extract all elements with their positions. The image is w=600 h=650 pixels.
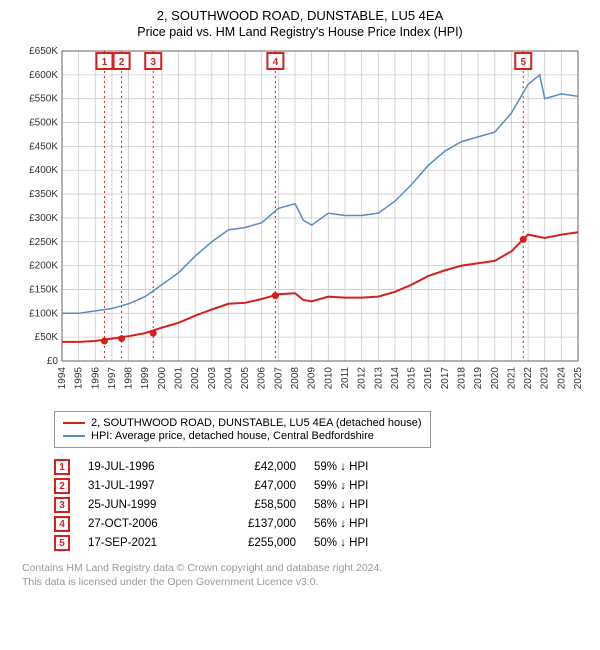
svg-text:£600K: £600K (29, 70, 58, 81)
svg-text:£150K: £150K (29, 284, 58, 295)
svg-text:£400K: £400K (29, 165, 58, 176)
svg-text:2016: 2016 (423, 367, 434, 390)
svg-text:£0: £0 (47, 356, 59, 367)
table-row: 4 27-OCT-2006 £137,000 56% ↓ HPI (54, 516, 584, 532)
tx-date: 31-JUL-1997 (88, 480, 188, 492)
tx-price: £42,000 (206, 461, 296, 473)
svg-text:2015: 2015 (407, 367, 418, 390)
tx-price: £255,000 (206, 537, 296, 549)
svg-text:1999: 1999 (140, 367, 151, 390)
line-chart: £0 £50K £100K £150K £200K £250K £300K £350K £400… (14, 45, 586, 405)
chart-subtitle: Price paid vs. HM Land Registry's House … (14, 25, 586, 39)
tx-pct: 50% ↓ HPI (314, 537, 404, 549)
svg-text:2003: 2003 (207, 367, 218, 390)
svg-text:2018: 2018 (456, 367, 467, 390)
tx-marker: 4 (54, 516, 70, 532)
svg-text:3: 3 (150, 57, 156, 68)
tx-pct: 59% ↓ HPI (314, 480, 404, 492)
svg-text:2012: 2012 (357, 367, 368, 390)
legend-swatch (63, 435, 85, 437)
tx-pct: 56% ↓ HPI (314, 518, 404, 530)
svg-text:5: 5 (520, 57, 526, 68)
svg-text:2010: 2010 (323, 367, 334, 390)
tx-date: 17-SEP-2021 (88, 537, 188, 549)
tx-marker: 2 (54, 478, 70, 494)
svg-text:£500K: £500K (29, 118, 58, 129)
svg-text:£550K: £550K (29, 94, 58, 105)
tx-marker: 5 (54, 535, 70, 551)
svg-text:2005: 2005 (240, 367, 251, 390)
svg-text:2009: 2009 (307, 367, 318, 390)
svg-text:£50K: £50K (35, 332, 59, 343)
svg-text:2024: 2024 (556, 367, 567, 390)
svg-text:2002: 2002 (190, 367, 201, 390)
svg-text:2006: 2006 (257, 367, 268, 390)
legend: 2, SOUTHWOOD ROAD, DUNSTABLE, LU5 4EA (d… (54, 411, 431, 448)
svg-text:1996: 1996 (90, 367, 101, 390)
tx-price: £47,000 (206, 480, 296, 492)
svg-text:£100K: £100K (29, 308, 58, 319)
legend-label: 2, SOUTHWOOD ROAD, DUNSTABLE, LU5 4EA (d… (91, 417, 422, 429)
tx-price: £137,000 (206, 518, 296, 530)
svg-text:2: 2 (119, 57, 125, 68)
tx-price: £58,500 (206, 499, 296, 511)
legend-item: 2, SOUTHWOOD ROAD, DUNSTABLE, LU5 4EA (d… (63, 417, 422, 429)
svg-text:2000: 2000 (157, 367, 168, 390)
svg-text:2022: 2022 (523, 367, 534, 390)
table-row: 2 31-JUL-1997 £47,000 59% ↓ HPI (54, 478, 584, 494)
svg-text:2019: 2019 (473, 367, 484, 390)
legend-label: HPI: Average price, detached house, Cent… (91, 430, 374, 442)
tx-pct: 59% ↓ HPI (314, 461, 404, 473)
svg-text:2023: 2023 (540, 367, 551, 390)
svg-text:2025: 2025 (573, 367, 584, 390)
svg-text:2021: 2021 (506, 367, 517, 390)
tx-marker: 3 (54, 497, 70, 513)
svg-text:1: 1 (102, 57, 108, 68)
footnote-line: Contains HM Land Registry data © Crown c… (22, 562, 586, 576)
transaction-table: 1 19-JUL-1996 £42,000 59% ↓ HPI 2 31-JUL-1997… (54, 456, 584, 554)
table-row: 1 19-JUL-1996 £42,000 59% ↓ HPI (54, 459, 584, 475)
legend-swatch (63, 422, 85, 424)
svg-text:2004: 2004 (223, 367, 234, 390)
svg-text:1998: 1998 (124, 367, 135, 390)
table-row: 3 25-JUN-1999 £58,500 58% ↓ HPI (54, 497, 584, 513)
svg-text:1997: 1997 (107, 367, 118, 390)
svg-text:2011: 2011 (340, 367, 351, 389)
chart-plot: £0 £50K £100K £150K £200K £250K £300K £350K £400… (14, 45, 586, 405)
footnote-line: This data is licensed under the Open Gov… (22, 576, 586, 590)
tx-marker: 1 (54, 459, 70, 475)
chart-title: 2, SOUTHWOOD ROAD, DUNSTABLE, LU5 4EA (14, 8, 586, 23)
svg-text:1995: 1995 (74, 367, 85, 390)
svg-text:£350K: £350K (29, 189, 58, 200)
table-row: 5 17-SEP-2021 £255,000 50% ↓ HPI (54, 535, 584, 551)
svg-text:2001: 2001 (174, 367, 185, 390)
svg-text:£300K: £300K (29, 213, 58, 224)
svg-text:1994: 1994 (57, 367, 68, 390)
svg-text:£450K: £450K (29, 141, 58, 152)
svg-text:2020: 2020 (490, 367, 501, 390)
svg-text:2014: 2014 (390, 367, 401, 390)
chart-container: 2, SOUTHWOOD ROAD, DUNSTABLE, LU5 4EA Pr… (0, 0, 600, 650)
svg-text:4: 4 (273, 57, 279, 68)
legend-item: HPI: Average price, detached house, Cent… (63, 430, 422, 442)
svg-text:2017: 2017 (440, 367, 451, 390)
tx-date: 27-OCT-2006 (88, 518, 188, 530)
tx-pct: 58% ↓ HPI (314, 499, 404, 511)
footnote: Contains HM Land Registry data © Crown c… (22, 562, 586, 589)
svg-text:£200K: £200K (29, 261, 58, 272)
svg-text:£250K: £250K (29, 237, 58, 248)
svg-text:£650K: £650K (29, 46, 58, 57)
tx-date: 19-JUL-1996 (88, 461, 188, 473)
svg-text:2013: 2013 (373, 367, 384, 390)
tx-date: 25-JUN-1999 (88, 499, 188, 511)
svg-text:2008: 2008 (290, 367, 301, 390)
svg-text:2007: 2007 (273, 367, 284, 390)
